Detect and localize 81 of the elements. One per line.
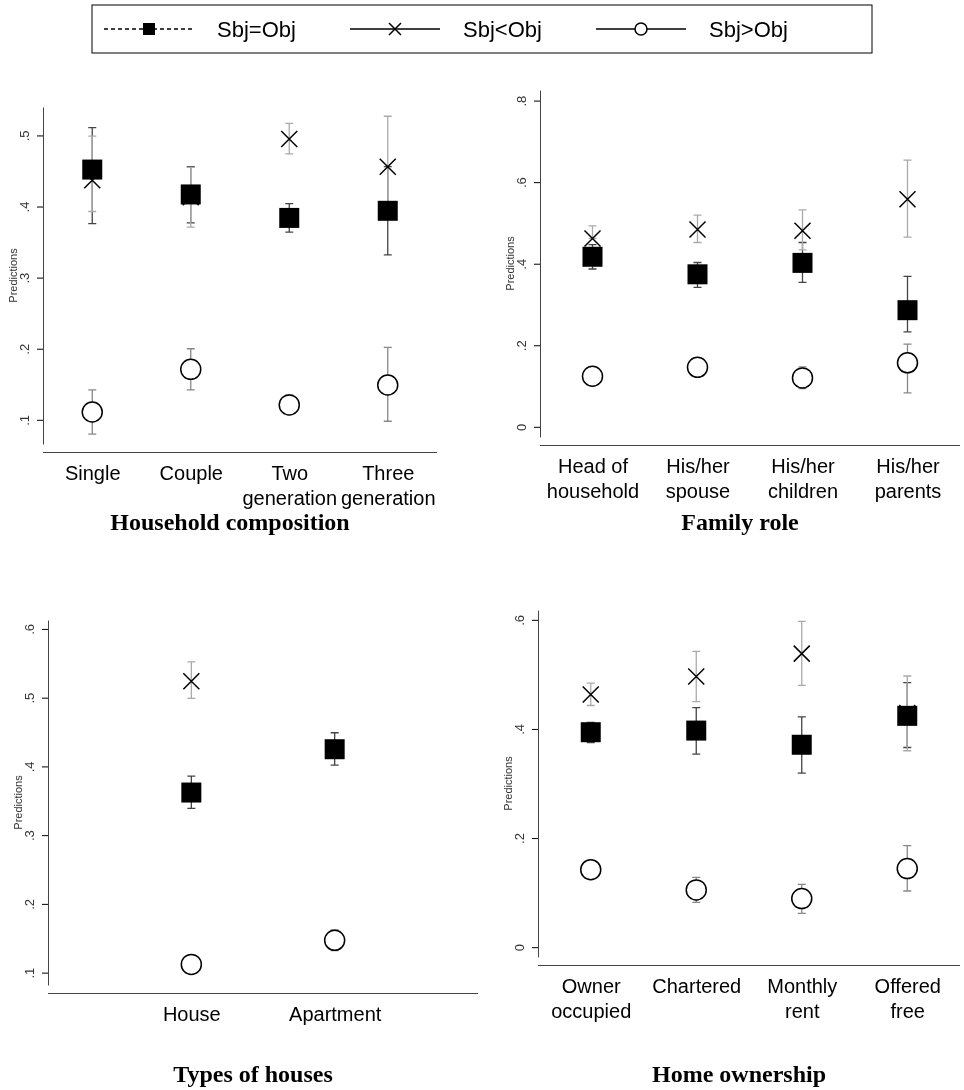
point xyxy=(791,887,813,910)
legend-label: Sbj>Obj xyxy=(709,17,788,42)
point xyxy=(82,159,103,180)
y-axis-title: Predictions xyxy=(7,247,19,303)
y-tick-label: .4 xyxy=(17,201,32,213)
point xyxy=(688,220,707,239)
x-axis-title: Types of houses xyxy=(173,1061,333,1087)
point xyxy=(580,722,601,743)
y-tick-label: .5 xyxy=(22,692,37,704)
y-tick-label: 0 xyxy=(514,423,529,431)
x-tick-label: Single xyxy=(64,462,121,484)
y-tick-label: .8 xyxy=(514,95,529,107)
point xyxy=(582,685,600,704)
point xyxy=(793,221,812,240)
y-tick-label: .6 xyxy=(514,177,529,189)
point xyxy=(278,394,300,416)
point xyxy=(685,879,707,901)
point xyxy=(792,252,813,273)
point xyxy=(896,857,918,880)
y-tick-label: .4 xyxy=(512,724,527,735)
point xyxy=(791,734,812,755)
point xyxy=(686,720,707,741)
y-tick-label: .5 xyxy=(17,130,32,142)
point xyxy=(896,352,919,374)
point xyxy=(180,953,203,976)
point xyxy=(324,739,345,760)
point xyxy=(687,667,705,686)
point xyxy=(793,644,811,663)
point xyxy=(377,200,398,221)
point xyxy=(323,929,346,952)
y-tick-label: .6 xyxy=(512,614,527,626)
point xyxy=(181,782,202,803)
x-tick-label: Three generation xyxy=(340,462,436,509)
point xyxy=(379,157,397,176)
x-tick-label: His/her children xyxy=(767,455,839,502)
y-tick-label: .2 xyxy=(514,340,529,352)
point xyxy=(580,858,602,881)
point xyxy=(687,264,708,285)
point xyxy=(81,401,103,423)
point xyxy=(377,374,399,396)
y-tick-label: .2 xyxy=(17,343,32,355)
x-tick-label: Monthly rent xyxy=(767,975,838,1022)
x-tick-label: Chartered xyxy=(652,975,742,997)
x-tick-label: Offered free xyxy=(874,975,941,1022)
y-axis-title: Predictions xyxy=(504,235,516,291)
x-tick-label: Owner occupied xyxy=(551,975,632,1022)
y-axis-title: Predictions xyxy=(12,774,24,830)
legend-label: Sbj=Obj xyxy=(217,17,296,42)
point xyxy=(279,207,300,228)
point xyxy=(581,365,604,387)
legend-label: Sbj<Obj xyxy=(463,17,542,42)
point xyxy=(791,367,814,389)
y-tick-label: .3 xyxy=(22,830,37,842)
y-tick-label: .4 xyxy=(514,258,529,270)
y-axis-title: Predictions xyxy=(502,755,514,811)
y-tick-label: 0 xyxy=(512,944,527,952)
x-tick-label: His/her spouse xyxy=(665,455,731,502)
y-tick-label: .2 xyxy=(512,833,527,844)
y-tick-label: .1 xyxy=(17,414,32,426)
y-tick-label: .1 xyxy=(22,967,37,979)
point xyxy=(897,300,918,321)
x-tick-label: Head of household xyxy=(546,455,640,502)
x-axis-title: Household composition xyxy=(110,509,350,535)
x-tick-label: Couple xyxy=(159,462,223,484)
point xyxy=(180,358,202,381)
y-tick-label: .4 xyxy=(22,761,37,773)
point xyxy=(280,130,298,148)
x-tick-label: House xyxy=(162,1003,221,1025)
point xyxy=(898,190,917,209)
x-tick-label: Apartment xyxy=(289,1003,382,1025)
point xyxy=(583,229,602,248)
y-tick-label: .6 xyxy=(22,624,37,635)
point xyxy=(182,672,201,690)
x-tick-label: His/her parents xyxy=(874,455,942,502)
y-tick-label: .3 xyxy=(17,272,32,284)
y-tick-label: .2 xyxy=(22,898,37,910)
x-tick-label: Two generation xyxy=(242,462,338,509)
x-axis-title: Home ownership xyxy=(652,1061,826,1087)
x-axis-title: Family role xyxy=(681,509,800,535)
point xyxy=(686,356,709,379)
point xyxy=(582,246,603,267)
